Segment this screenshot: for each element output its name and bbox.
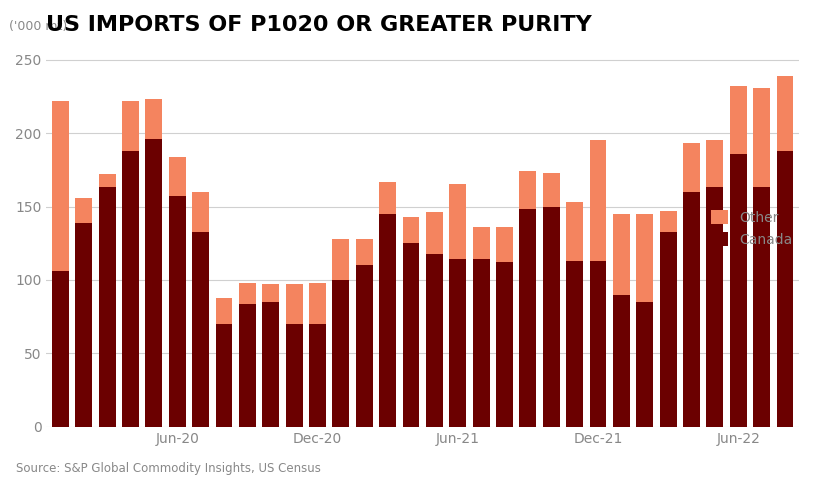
Bar: [379, 181, 396, 214]
Bar: [589, 141, 606, 261]
Bar: [216, 298, 233, 324]
Bar: [707, 187, 724, 427]
Bar: [519, 171, 536, 209]
Bar: [168, 156, 186, 196]
Bar: [262, 285, 279, 302]
Bar: [473, 227, 489, 259]
Bar: [76, 198, 92, 223]
Bar: [52, 101, 69, 271]
Text: ('000 mt): ('000 mt): [9, 20, 68, 33]
Bar: [122, 151, 139, 427]
Bar: [496, 227, 513, 263]
Bar: [122, 101, 139, 151]
Bar: [777, 76, 794, 151]
Bar: [567, 202, 583, 261]
Bar: [98, 187, 116, 427]
Bar: [286, 324, 303, 427]
Bar: [683, 144, 700, 192]
Bar: [589, 261, 606, 427]
Bar: [192, 192, 209, 231]
Bar: [192, 231, 209, 427]
Bar: [473, 259, 489, 427]
Bar: [613, 295, 630, 427]
Bar: [449, 259, 466, 427]
Bar: [496, 263, 513, 427]
Bar: [403, 243, 419, 427]
Bar: [309, 283, 326, 324]
Bar: [76, 223, 92, 427]
Bar: [567, 261, 583, 427]
Bar: [683, 192, 700, 427]
Bar: [543, 173, 560, 206]
Text: US IMPORTS OF P1020 OR GREATER PURITY: US IMPORTS OF P1020 OR GREATER PURITY: [46, 15, 592, 35]
Bar: [613, 214, 630, 295]
Bar: [753, 87, 770, 187]
Text: Source: S&P Global Commodity Insights, US Census: Source: S&P Global Commodity Insights, U…: [16, 462, 322, 475]
Bar: [777, 151, 794, 427]
Bar: [659, 231, 676, 427]
Bar: [449, 184, 466, 259]
Bar: [146, 99, 162, 139]
Bar: [730, 154, 746, 427]
Bar: [356, 265, 373, 427]
Bar: [403, 217, 419, 243]
Bar: [356, 239, 373, 265]
Bar: [637, 214, 653, 302]
Bar: [98, 174, 116, 187]
Bar: [753, 187, 770, 427]
Bar: [168, 196, 186, 427]
Bar: [426, 213, 443, 253]
Bar: [543, 206, 560, 427]
Bar: [262, 302, 279, 427]
Bar: [426, 253, 443, 427]
Bar: [216, 324, 233, 427]
Bar: [707, 141, 724, 187]
Bar: [637, 302, 653, 427]
Bar: [239, 283, 256, 303]
Bar: [730, 86, 746, 154]
Bar: [52, 271, 69, 427]
Bar: [379, 214, 396, 427]
Bar: [659, 211, 676, 231]
Bar: [286, 285, 303, 324]
Bar: [519, 209, 536, 427]
Legend: Other, Canada: Other, Canada: [711, 210, 792, 247]
Bar: [239, 303, 256, 427]
Bar: [332, 239, 349, 280]
Bar: [332, 280, 349, 427]
Bar: [309, 324, 326, 427]
Bar: [146, 139, 162, 427]
